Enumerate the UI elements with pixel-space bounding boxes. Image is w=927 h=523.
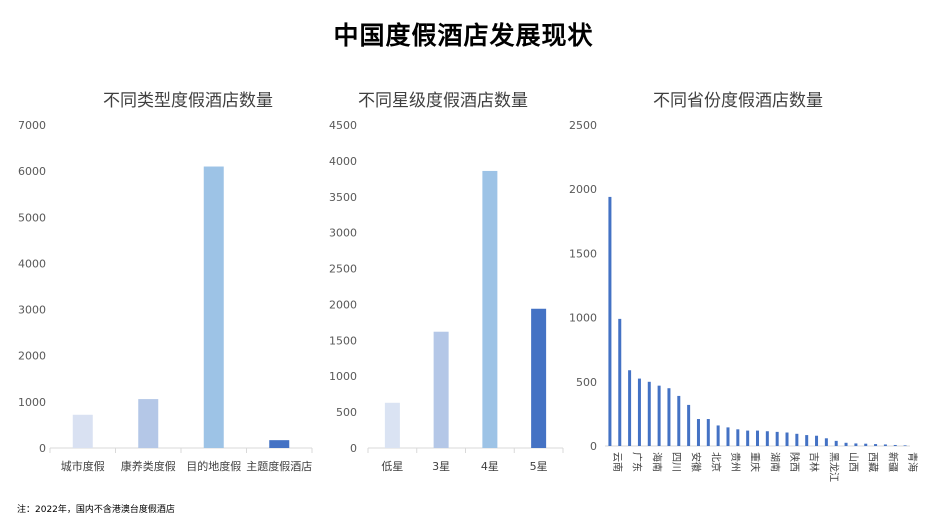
- bar-province-21: [815, 435, 819, 446]
- bar-star-3: [531, 308, 547, 448]
- x-tick-label: 贵州: [729, 452, 742, 472]
- bar-province-22: [824, 438, 828, 446]
- bar-type-1: [138, 399, 159, 448]
- x-tick-label: 陕西: [788, 452, 801, 472]
- x-tick-label: 海南: [650, 452, 663, 472]
- y-tick-label: 2500: [569, 119, 597, 132]
- bar-province-1: [618, 318, 622, 446]
- bar-province-29: [893, 444, 897, 446]
- x-tick-label: 湖南: [768, 452, 781, 472]
- bar-province-17: [775, 431, 779, 446]
- x-tick-label: 黑龙江: [827, 452, 840, 482]
- bar-province-26: [864, 443, 868, 446]
- y-tick-label: 0: [350, 442, 357, 455]
- x-tick-label: 城市度假: [61, 459, 105, 473]
- y-tick-label: 7000: [18, 119, 46, 132]
- bar-province-2: [628, 370, 632, 446]
- y-tick-label: 5000: [18, 211, 46, 224]
- bar-province-6: [667, 388, 671, 446]
- x-tick-label: 安徽: [690, 452, 703, 472]
- y-tick-label: 0: [39, 442, 46, 455]
- bar-type-2: [203, 166, 224, 448]
- chart-title-hotel-type: 不同类型度假酒店数量: [103, 91, 273, 111]
- footnote: 注：2022年，国内不含港澳台度假酒店: [17, 505, 175, 515]
- bar-province-11: [716, 425, 720, 446]
- bar-star-2: [482, 170, 498, 448]
- bar-province-20: [805, 435, 809, 446]
- x-tick-label: 重庆: [749, 452, 762, 472]
- bar-type-0: [72, 414, 93, 448]
- x-tick-label: 四川: [670, 452, 681, 472]
- x-tick-label: 西藏: [867, 452, 879, 472]
- y-tick-label: 3500: [329, 191, 357, 204]
- bar-star-1: [433, 331, 449, 448]
- bar-province-28: [883, 444, 887, 446]
- page-title: 中国度假酒店发展现状: [333, 21, 594, 50]
- x-tick-label: 吉林: [808, 452, 821, 472]
- y-tick-label: 500: [576, 376, 597, 389]
- y-tick-label: 3000: [18, 304, 46, 317]
- bar-province-13: [736, 429, 740, 446]
- bar-province-24: [844, 442, 848, 446]
- bar-province-8: [687, 404, 691, 446]
- x-tick-label: 北京: [709, 452, 722, 472]
- bar-province-12: [726, 427, 730, 446]
- bar-province-25: [854, 443, 858, 446]
- bar-province-10: [706, 419, 710, 446]
- bar-province-18: [785, 432, 789, 446]
- bar-type-3: [269, 440, 290, 448]
- y-tick-label: 1000: [569, 312, 597, 325]
- bar-province-0: [608, 196, 612, 446]
- x-tick-label: 青海: [906, 452, 919, 472]
- x-tick-label: 5星: [530, 460, 548, 473]
- y-tick-label: 4000: [329, 155, 357, 168]
- bar-star-0: [384, 402, 400, 448]
- y-tick-label: 1000: [329, 370, 357, 383]
- bar-province-14: [746, 430, 750, 446]
- y-tick-label: 2000: [18, 350, 46, 363]
- x-tick-label: 康养类度假: [121, 459, 176, 473]
- bar-province-4: [647, 381, 651, 446]
- y-tick-label: 6000: [18, 165, 46, 178]
- x-tick-label: 广东: [631, 452, 644, 472]
- x-tick-label: 3星: [432, 460, 450, 473]
- x-tick-label: 低星: [381, 460, 403, 473]
- y-tick-label: 1000: [18, 396, 46, 409]
- y-tick-label: 4000: [18, 257, 46, 270]
- bar-province-15: [756, 430, 759, 446]
- bar-province-3: [637, 378, 641, 446]
- bar-province-9: [696, 419, 700, 446]
- y-tick-label: 1500: [329, 334, 357, 347]
- y-tick-label: 2000: [569, 183, 597, 196]
- x-tick-label: 云南: [611, 452, 624, 472]
- x-tick-label: 4星: [481, 460, 499, 473]
- bar-province-19: [795, 433, 799, 446]
- bar-province-16: [765, 431, 769, 446]
- y-tick-label: 3000: [329, 227, 357, 240]
- y-tick-label: 2500: [329, 263, 357, 276]
- bar-province-7: [677, 395, 681, 446]
- y-tick-label: 1500: [569, 247, 597, 260]
- x-tick-label: 山西: [847, 452, 859, 472]
- bar-province-30: [903, 445, 907, 446]
- x-tick-label: 主题度假酒店: [246, 459, 312, 473]
- y-tick-label: 0: [590, 440, 597, 453]
- bar-province-5: [657, 385, 661, 446]
- chart-title-star-level: 不同星级度假酒店数量: [358, 91, 528, 111]
- y-tick-label: 4500: [329, 119, 357, 132]
- x-tick-label: 新疆: [886, 452, 899, 472]
- bar-province-23: [834, 440, 838, 446]
- y-tick-label: 500: [336, 406, 357, 419]
- bar-province-27: [874, 444, 878, 446]
- x-tick-label: 目的地度假: [186, 459, 241, 473]
- chart-title-province: 不同省份度假酒店数量: [653, 91, 823, 111]
- y-tick-label: 2000: [329, 298, 357, 311]
